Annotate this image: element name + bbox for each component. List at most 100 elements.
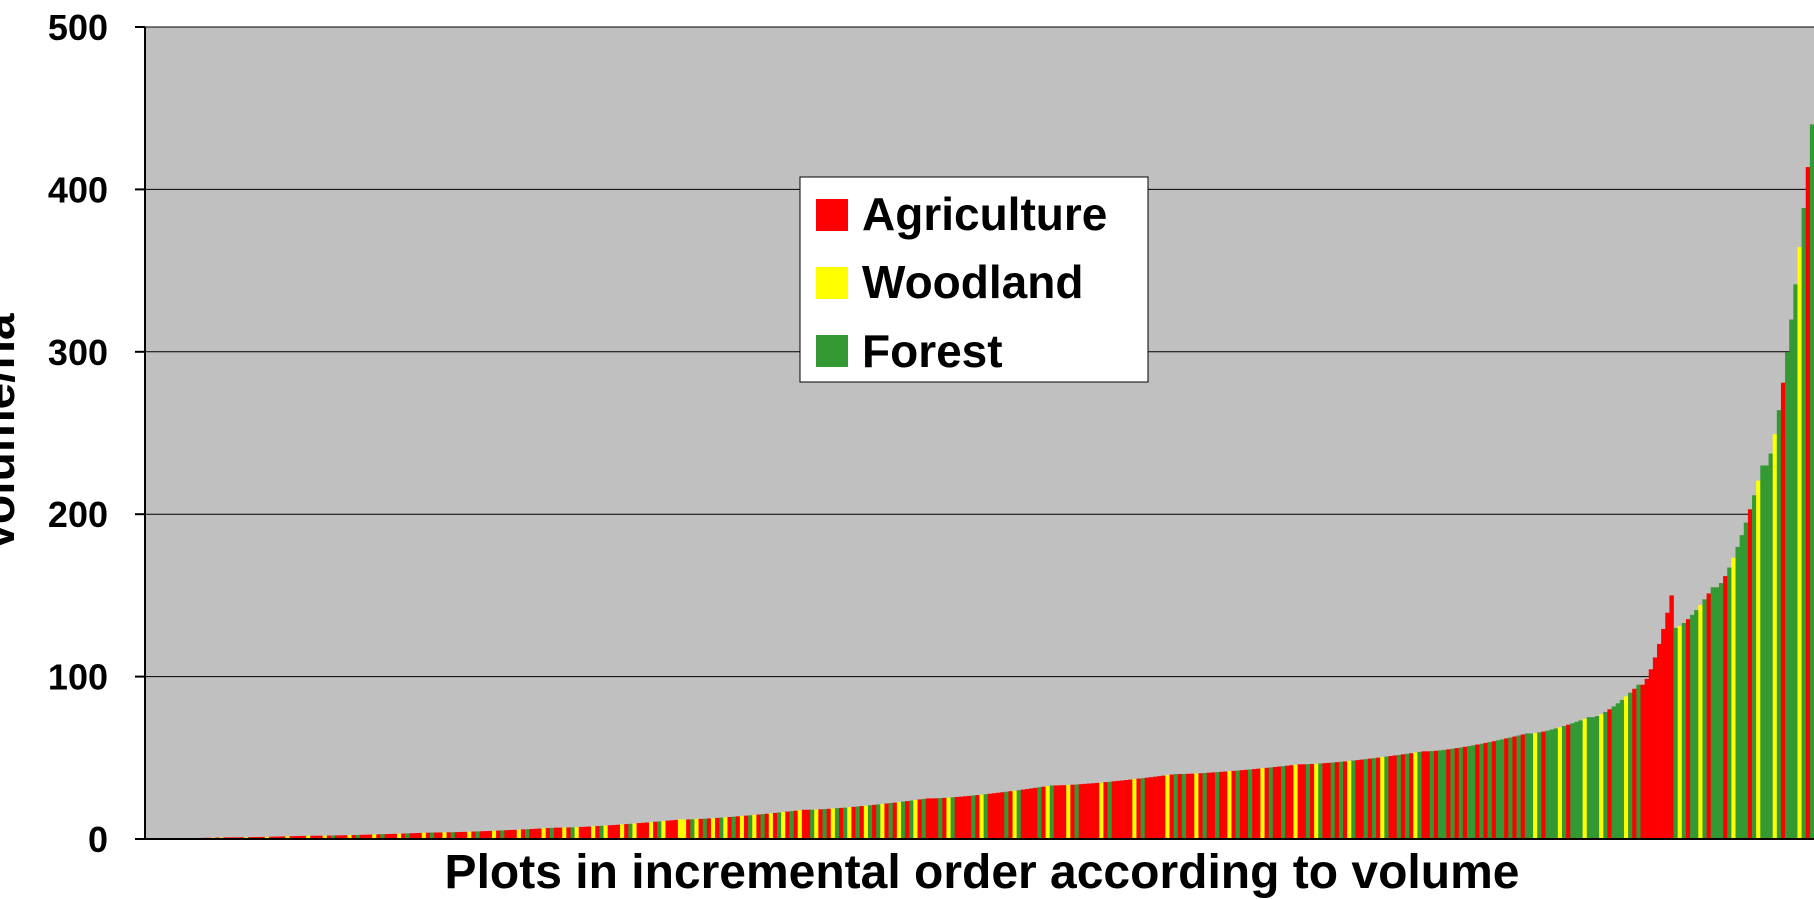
- bar: [1371, 758, 1377, 839]
- bar: [388, 833, 394, 839]
- bar: [529, 828, 534, 839]
- bar: [566, 827, 571, 839]
- y-tick-label: 0: [88, 819, 108, 860]
- bar: [1694, 610, 1699, 839]
- bar: [715, 817, 720, 839]
- bar: [392, 833, 398, 839]
- bar: [1520, 734, 1526, 839]
- bar: [876, 804, 881, 839]
- bar: [884, 803, 889, 839]
- bar: [1706, 593, 1712, 839]
- bar: [487, 830, 493, 839]
- bar: [723, 817, 728, 839]
- bar: [1082, 783, 1088, 839]
- bar: [1619, 699, 1625, 839]
- bar: [570, 827, 575, 839]
- bar: [1516, 735, 1521, 839]
- bar: [1553, 728, 1559, 839]
- bar: [512, 829, 518, 839]
- bar: [1747, 509, 1753, 839]
- bar: [648, 822, 654, 839]
- bar: [1632, 688, 1637, 839]
- bar: [541, 828, 546, 839]
- bar: [1685, 619, 1691, 839]
- bar: [425, 832, 431, 839]
- bar: [607, 825, 613, 839]
- bar: [1491, 741, 1497, 839]
- bar: [384, 834, 389, 839]
- bar: [1033, 787, 1038, 839]
- bar: [454, 832, 460, 839]
- bar: [789, 811, 794, 839]
- bar: [1037, 787, 1042, 839]
- bar: [1198, 773, 1203, 839]
- bar: [1780, 382, 1786, 839]
- bar: [1161, 775, 1166, 839]
- bar: [1243, 769, 1249, 839]
- bar: [863, 805, 869, 839]
- bar: [1099, 782, 1104, 839]
- bar: [1442, 749, 1447, 839]
- bar: [1611, 706, 1616, 839]
- bar: [1458, 747, 1464, 839]
- bar: [516, 829, 522, 839]
- bar: [710, 818, 716, 839]
- bar: [401, 833, 406, 839]
- bar: [1029, 788, 1034, 839]
- bar: [1636, 684, 1641, 839]
- bar: [628, 823, 633, 839]
- bar: [1268, 767, 1274, 839]
- bar: [1429, 751, 1435, 839]
- bar: [1801, 207, 1807, 840]
- bar: [297, 835, 303, 839]
- bar: [1004, 791, 1009, 839]
- bar: [413, 833, 418, 839]
- bar: [1074, 784, 1079, 839]
- bar: [446, 832, 451, 839]
- bar: [991, 793, 997, 839]
- bar: [438, 832, 443, 839]
- bar: [500, 830, 505, 839]
- y-tick-label: 500: [48, 7, 108, 48]
- bar: [467, 831, 472, 839]
- bar: [830, 808, 836, 839]
- bar: [306, 835, 311, 839]
- legend-swatch-woodland: [816, 267, 848, 299]
- bar: [760, 814, 765, 839]
- bar: [1305, 764, 1311, 839]
- bar: [1714, 587, 1720, 839]
- bar: [1405, 753, 1410, 839]
- bar: [979, 794, 984, 839]
- legend-swatch-forest: [816, 335, 848, 367]
- bar: [698, 818, 703, 839]
- bar: [909, 800, 914, 839]
- bar: [1785, 352, 1790, 839]
- bar: [1281, 766, 1286, 839]
- bar: [1173, 774, 1179, 839]
- bar: [508, 830, 513, 839]
- bar: [1260, 768, 1265, 839]
- bar: [743, 815, 749, 839]
- bar: [1797, 247, 1802, 839]
- bar: [822, 809, 827, 839]
- bar: [264, 836, 270, 839]
- bar: [533, 828, 538, 839]
- bar: [752, 814, 757, 839]
- bar: [1487, 742, 1493, 839]
- bar: [301, 835, 307, 839]
- bar: [1471, 745, 1476, 839]
- bar: [1235, 770, 1241, 839]
- bar: [1186, 773, 1191, 839]
- bar: [268, 836, 274, 839]
- bar: [417, 832, 423, 839]
- bar: [1718, 583, 1724, 839]
- bar: [1396, 754, 1402, 839]
- bar: [376, 834, 381, 839]
- bar: [764, 813, 770, 839]
- bar: [1000, 792, 1005, 839]
- bar: [545, 828, 551, 839]
- bar: [430, 832, 435, 839]
- bar: [1086, 783, 1092, 839]
- bar: [1070, 784, 1075, 839]
- bar: [640, 822, 646, 839]
